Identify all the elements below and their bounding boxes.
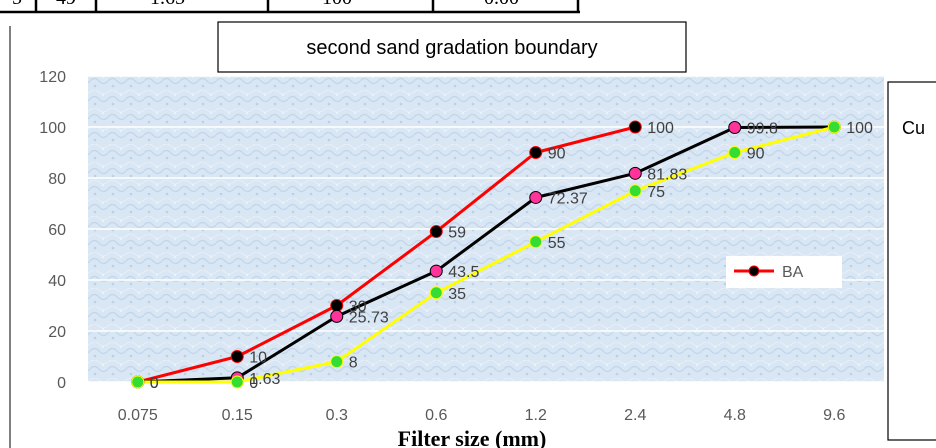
series-0-data-label: 10 (249, 350, 267, 367)
series-1-point (529, 190, 543, 204)
x-tick-label: 0.6 (425, 407, 447, 424)
table-cell-3: 1.65 (150, 0, 185, 9)
y-tick-label: 100 (39, 120, 66, 137)
series-2-point (230, 375, 244, 389)
legend-marker-ba (748, 265, 760, 277)
y-tick-label: 0 (57, 375, 66, 392)
x-axis-title: Filter size (mm) (398, 426, 547, 448)
x-tick-label: 0.075 (118, 407, 158, 424)
series-1-point (628, 166, 642, 180)
table-cell-5: 0.00 (484, 0, 519, 9)
series-layer (131, 120, 841, 389)
y-tick-label: 60 (48, 222, 66, 239)
series-1-data-label: 81.83 (647, 166, 687, 183)
series-0-data-label: 30 (349, 299, 367, 316)
series-0-data-label: 100 (647, 120, 674, 137)
series-2-data-label: 0 (150, 375, 159, 392)
series-1-data-label: 100 (846, 120, 873, 137)
x-tick-label: 0.3 (326, 407, 348, 424)
series-2-data-label: 55 (548, 235, 566, 252)
series-1-data-label: 43.5 (448, 264, 479, 281)
series-0-data-label: 0 (150, 375, 159, 392)
series-2-point (728, 146, 742, 159)
legend-label-ba: BA (782, 264, 804, 281)
series-1-data-label: 1.63 (249, 371, 280, 388)
data-labels: 0 10 30 59 90 100 1.63 25.73 43.5 72.37 81.83 99.8 1… (150, 120, 873, 392)
x-axis-ticks: 0.075 0.15 0.3 0.6 1.2 2.4 4.8 9.6 (118, 407, 846, 424)
series-2-point (628, 184, 642, 198)
side-box (887, 81, 936, 441)
x-tick-label: 0.15 (222, 407, 253, 424)
y-tick-label: 40 (48, 273, 66, 290)
series-2-point (529, 235, 543, 249)
table-cell-1: 5 (12, 0, 22, 9)
series-2-point (131, 375, 145, 389)
y-tick-label: 80 (48, 171, 66, 188)
series-2-point (429, 286, 443, 300)
y-axis-ticks: 0 20 40 60 80 100 120 (39, 69, 66, 392)
series-1-point (330, 309, 344, 323)
series-0-data-label: 59 (448, 225, 466, 242)
series-2-data-label: 0 (249, 375, 258, 392)
series-0-data-label: 90 (548, 146, 566, 163)
series-0-point (429, 225, 443, 239)
series-line-1 (137, 125, 835, 384)
table-cell-4: 100 (322, 0, 352, 9)
table-cell-2: 49 (56, 0, 76, 9)
x-tick-label: 1.2 (525, 407, 547, 424)
series-line-0 (137, 125, 636, 384)
legend: BA (726, 256, 842, 288)
table-fragment: 5 49 1.65 100 0.00 (0, 0, 580, 14)
series-2-data-label: 90 (747, 146, 765, 163)
y-tick-label: 20 (48, 324, 66, 341)
series-0-point (628, 120, 642, 134)
series-0-point (330, 299, 344, 312)
series-1-data-label: 72.37 (548, 190, 588, 207)
series-2-point (330, 355, 344, 369)
series-2-data-label: 75 (647, 184, 665, 201)
series-1-data-label: 25.73 (349, 309, 389, 326)
chart-title: second sand gradation boundary (306, 37, 597, 59)
x-tick-label: 2.4 (624, 407, 646, 424)
chart-title-box (217, 21, 687, 73)
y-tick-label: 120 (39, 69, 66, 86)
series-0-point (529, 146, 543, 159)
side-box-text: Cu (902, 118, 925, 138)
series-2-point (827, 120, 841, 134)
series-2-data-label: 8 (349, 355, 358, 372)
x-tick-label: 9.6 (823, 407, 845, 424)
series-line-2 (137, 125, 835, 384)
series-2-data-label: 35 (448, 286, 466, 303)
x-tick-label: 4.8 (724, 407, 746, 424)
series-1-point (728, 121, 742, 135)
series-0-point (230, 350, 244, 363)
series-1-data-label: 99.8 (747, 121, 778, 138)
series-1-point (429, 264, 443, 278)
